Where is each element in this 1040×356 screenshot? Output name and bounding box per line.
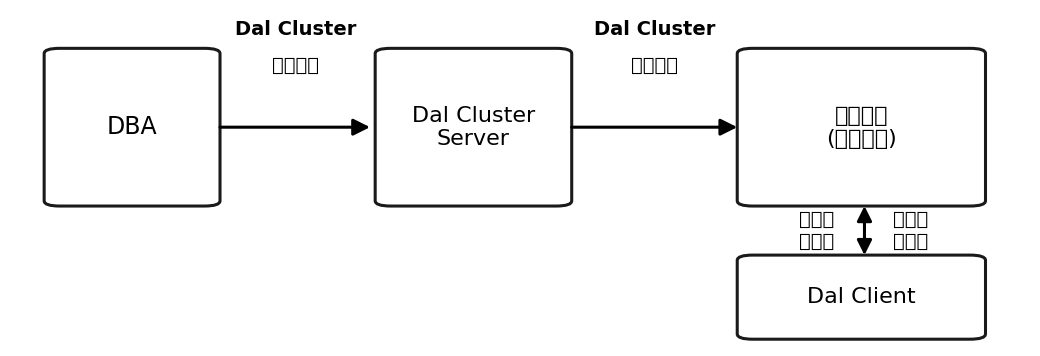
Text: 启动拉
取配置: 启动拉 取配置 [893,210,929,251]
FancyBboxPatch shape [737,48,986,206]
Text: 配置发布: 配置发布 [631,56,678,75]
FancyBboxPatch shape [737,255,986,339]
Text: Dal Cluster: Dal Cluster [235,20,357,38]
FancyBboxPatch shape [375,48,572,206]
Text: DBA: DBA [107,115,157,139]
Text: 配置录入: 配置录入 [272,56,319,75]
Text: 变更推
送配置: 变更推 送配置 [800,210,834,251]
Text: Dal Client: Dal Client [807,287,915,307]
Text: Dal Cluster: Dal Cluster [594,20,716,38]
Text: 配置中心
(父子环境): 配置中心 (父子环境) [826,106,896,149]
Text: Dal Cluster
Server: Dal Cluster Server [412,106,535,149]
FancyBboxPatch shape [44,48,220,206]
